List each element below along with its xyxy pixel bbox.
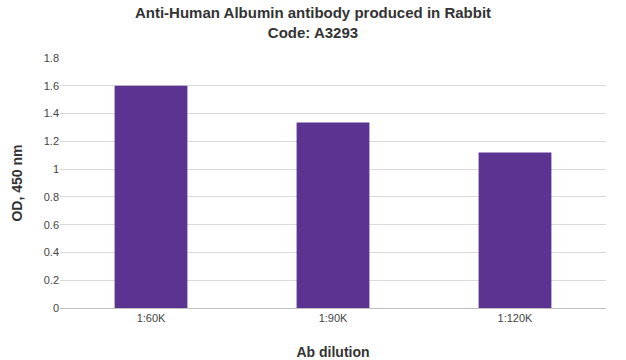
- svg-text:1: 1: [53, 163, 59, 175]
- svg-text:0.4: 0.4: [44, 246, 59, 258]
- svg-text:0.2: 0.2: [44, 274, 59, 286]
- svg-text:Ab dilution: Ab dilution: [296, 344, 369, 360]
- svg-text:OD, 450 nm: OD, 450 nm: [9, 144, 25, 221]
- svg-text:0.8: 0.8: [44, 191, 59, 203]
- svg-text:1.8: 1.8: [44, 52, 59, 64]
- svg-text:1:90K: 1:90K: [319, 312, 348, 324]
- svg-text:1.2: 1.2: [44, 135, 59, 147]
- svg-text:0.6: 0.6: [44, 219, 59, 231]
- svg-text:0: 0: [53, 302, 59, 314]
- svg-text:Anti-Human Albumin antibody pr: Anti-Human Albumin antibody produced in …: [135, 4, 491, 41]
- svg-text:1.6: 1.6: [44, 80, 59, 92]
- svg-text:1:120K: 1:120K: [498, 312, 534, 324]
- svg-text:1:60K: 1:60K: [137, 312, 166, 324]
- svg-text:1.4: 1.4: [44, 107, 59, 119]
